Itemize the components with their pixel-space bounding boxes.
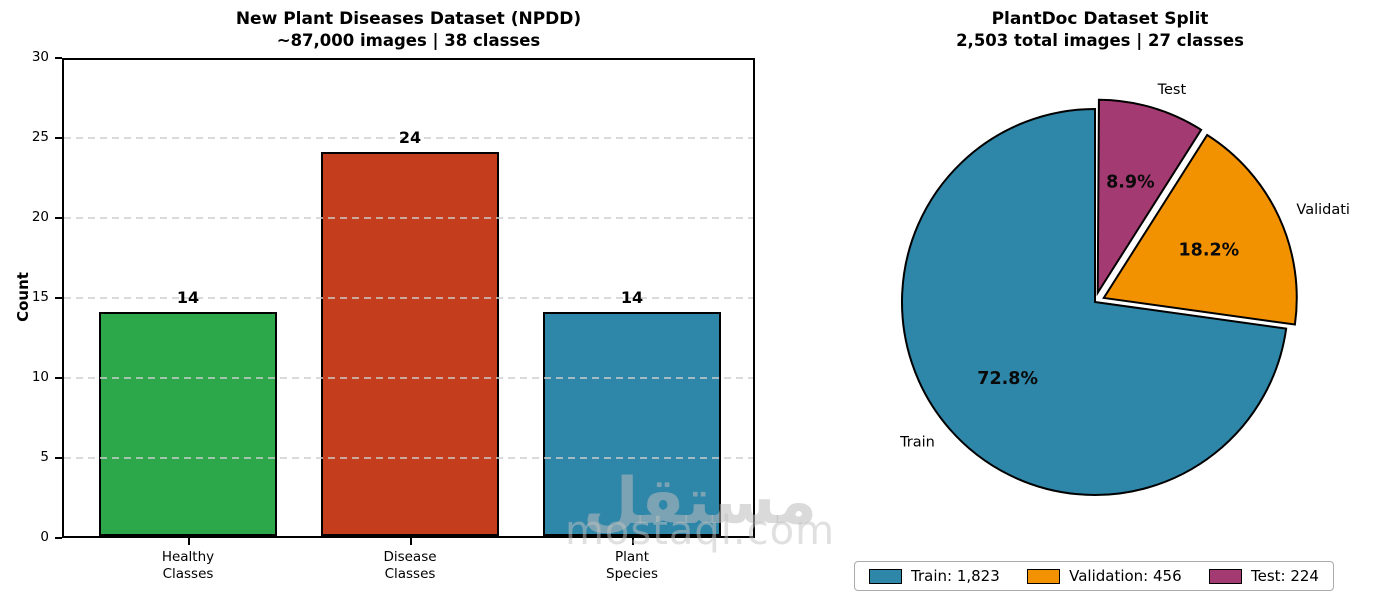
bar-value-label: 24 [398,128,422,147]
pie-legend: Train: 1,823 Validation: 456 Test: 224 [854,561,1334,591]
pie-chart-title-text: PlantDoc Dataset Split [991,9,1209,29]
pie-plot-area: 72.8% Train 18.2% Validation 8.9% Test [899,82,1350,496]
gridline [64,217,753,219]
x-tick-mark [410,538,412,545]
legend-label: Test: 224 [1250,567,1319,585]
x-tick-mark [188,538,190,545]
y-tick-label: 0 [40,529,49,545]
x-category-label: Healthy Classes [161,549,215,583]
bar-disease [321,152,499,536]
y-tick-label: 25 [31,129,49,145]
bar-healthy [99,312,277,536]
bar-chart-title: New Plant Diseases Dataset (NPDD) ~87,00… [62,8,755,52]
pie-chart-subtitle: 2,503 total images | 27 classes [956,31,1244,51]
pie-slice-label: Validation [1296,202,1350,218]
bar-value-label: 14 [620,288,644,307]
legend-swatch [1208,568,1242,584]
y-tick-label: 15 [31,289,49,305]
pie-slice-label: Test [1157,82,1187,98]
y-tick-mark [55,137,62,139]
y-tick-label: 20 [31,209,49,225]
legend-item-train: Train: 1,823 [869,567,1000,585]
pie-chart-title: PlantDoc Dataset Split 2,503 total image… [850,8,1350,52]
x-tick-mark [632,538,634,545]
legend-item-validation: Validation: 456 [1027,567,1182,585]
bar-plant [543,312,721,536]
bar-chart-title-text: New Plant Diseases Dataset (NPDD) [235,9,582,29]
pie-slice-test [1096,98,1203,297]
legend-swatch [869,568,902,584]
y-tick-mark [55,457,62,459]
y-tick-label: 5 [40,449,49,465]
y-tick-mark [55,57,62,59]
x-category-label: Plant Species [606,549,658,583]
bar-chart-subtitle: ~87,000 images | 38 classes [276,31,541,51]
y-tick-label: 30 [31,49,49,65]
bar-value-label: 14 [176,288,200,307]
legend-label: Validation: 456 [1069,567,1182,585]
pie-pct-label: 18.2% [1178,240,1239,260]
legend-label: Train: 1,823 [911,567,1000,585]
y-tick-label: 10 [31,369,49,385]
gridline [64,137,753,139]
legend-swatch [1027,568,1061,584]
pie-slice-label: Train [899,434,935,450]
y-tick-mark [55,377,62,379]
gridline [64,457,753,459]
bar-plot-area [62,58,755,538]
gridline [64,377,753,379]
legend-item-test: Test: 224 [1208,567,1319,585]
pie-slice-train [901,107,1288,496]
y-tick-mark [55,297,62,299]
pie-slice-validation [1102,133,1298,326]
y-tick-mark [55,537,62,539]
x-category-label: Disease Classes [383,549,437,583]
pie-pct-label: 72.8% [977,369,1038,389]
pie-pct-label: 8.9% [1106,173,1155,193]
y-tick-mark [55,217,62,219]
gridline [64,297,753,299]
